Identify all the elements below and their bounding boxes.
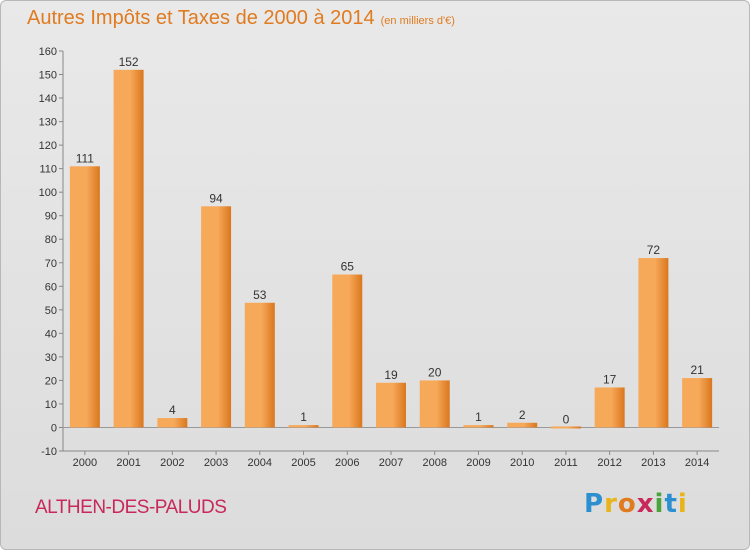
data-label: 17 — [603, 372, 617, 386]
bar — [419, 380, 450, 428]
logo-letter: i — [677, 489, 688, 519]
y-tick-label: 90 — [45, 211, 57, 223]
y-tick-label: 70 — [45, 258, 57, 270]
proxiti-logo: Proxiti — [584, 489, 688, 519]
x-tick-label: 2005 — [291, 457, 315, 469]
bar — [201, 206, 232, 428]
bar — [69, 166, 100, 428]
x-tick-label: 2014 — [685, 457, 709, 469]
y-tick-label: 10 — [45, 399, 57, 411]
bar — [638, 258, 669, 428]
x-tick-label: 2013 — [641, 457, 665, 469]
y-tick-label: 110 — [39, 164, 57, 176]
y-tick-label: 140 — [39, 93, 57, 105]
bar — [332, 274, 363, 428]
x-tick-label: 2006 — [335, 457, 359, 469]
bar — [376, 382, 406, 428]
chart-bars — [69, 69, 713, 429]
y-tick-label: 30 — [45, 352, 57, 364]
bar — [157, 418, 188, 428]
y-tick-label: 60 — [45, 281, 57, 293]
bar — [550, 426, 581, 429]
data-label: 94 — [209, 191, 223, 205]
bar — [463, 425, 494, 428]
y-tick-label: 160 — [39, 46, 57, 58]
x-tick-label: 2003 — [204, 457, 228, 469]
x-tick-label: 2012 — [597, 457, 621, 469]
y-tick-label: 20 — [45, 375, 57, 387]
y-tick-label: 40 — [45, 328, 57, 340]
logo-letter: i — [654, 489, 665, 519]
y-tick-label: 130 — [39, 117, 57, 129]
data-label: 111 — [76, 151, 95, 165]
chart-subtitle: (en milliers d'€) — [380, 15, 455, 27]
x-tick-label: 2004 — [248, 457, 272, 469]
data-label: 152 — [119, 55, 139, 69]
data-label: 53 — [253, 288, 267, 302]
x-tick-label: 2008 — [422, 457, 446, 469]
x-tick-label: 2000 — [73, 457, 97, 469]
data-label: 4 — [169, 403, 176, 417]
logo-letter: t — [664, 489, 678, 519]
y-tick-label: 100 — [39, 187, 57, 199]
x-tick-label: 2011 — [554, 457, 578, 469]
bar — [682, 378, 713, 428]
data-label: 2 — [519, 408, 526, 422]
x-tick-label: 2009 — [466, 457, 490, 469]
y-tick-label: 120 — [39, 140, 57, 152]
y-tick-label: 80 — [45, 234, 57, 246]
data-label: 19 — [384, 368, 398, 382]
x-tick-label: 2007 — [379, 457, 403, 469]
x-tick-label: 2010 — [510, 457, 534, 469]
y-tick-label: 50 — [45, 305, 57, 317]
y-tick-label: 0 — [51, 422, 57, 434]
bar — [113, 69, 144, 428]
data-label: 65 — [341, 260, 355, 274]
y-tick-label: -10 — [41, 446, 57, 458]
chart-title: Autres Impôts et Taxes de 2000 à 2014 (en… — [27, 7, 455, 30]
data-label: 20 — [428, 365, 442, 379]
data-label: 1 — [475, 410, 482, 424]
chart-title-text: Autres Impôts et Taxes de 2000 à 2014 — [27, 7, 375, 29]
y-tick-label: 150 — [39, 70, 57, 82]
x-tick-label: 2002 — [160, 457, 184, 469]
logo-letter: r — [604, 489, 618, 519]
bar — [594, 387, 625, 428]
bar — [507, 422, 538, 428]
data-label: 1 — [300, 410, 307, 424]
data-label: 72 — [647, 243, 661, 257]
logo-letter: o — [617, 489, 637, 519]
bar — [288, 425, 319, 428]
commune-name: ALTHEN-DES-PALUDS — [35, 497, 227, 518]
bar — [244, 302, 275, 428]
data-label: 0 — [563, 412, 570, 426]
logo-letter: x — [636, 489, 655, 519]
x-tick-label: 2001 — [116, 457, 140, 469]
logo-letter: P — [584, 489, 605, 519]
data-label: 21 — [690, 363, 704, 377]
